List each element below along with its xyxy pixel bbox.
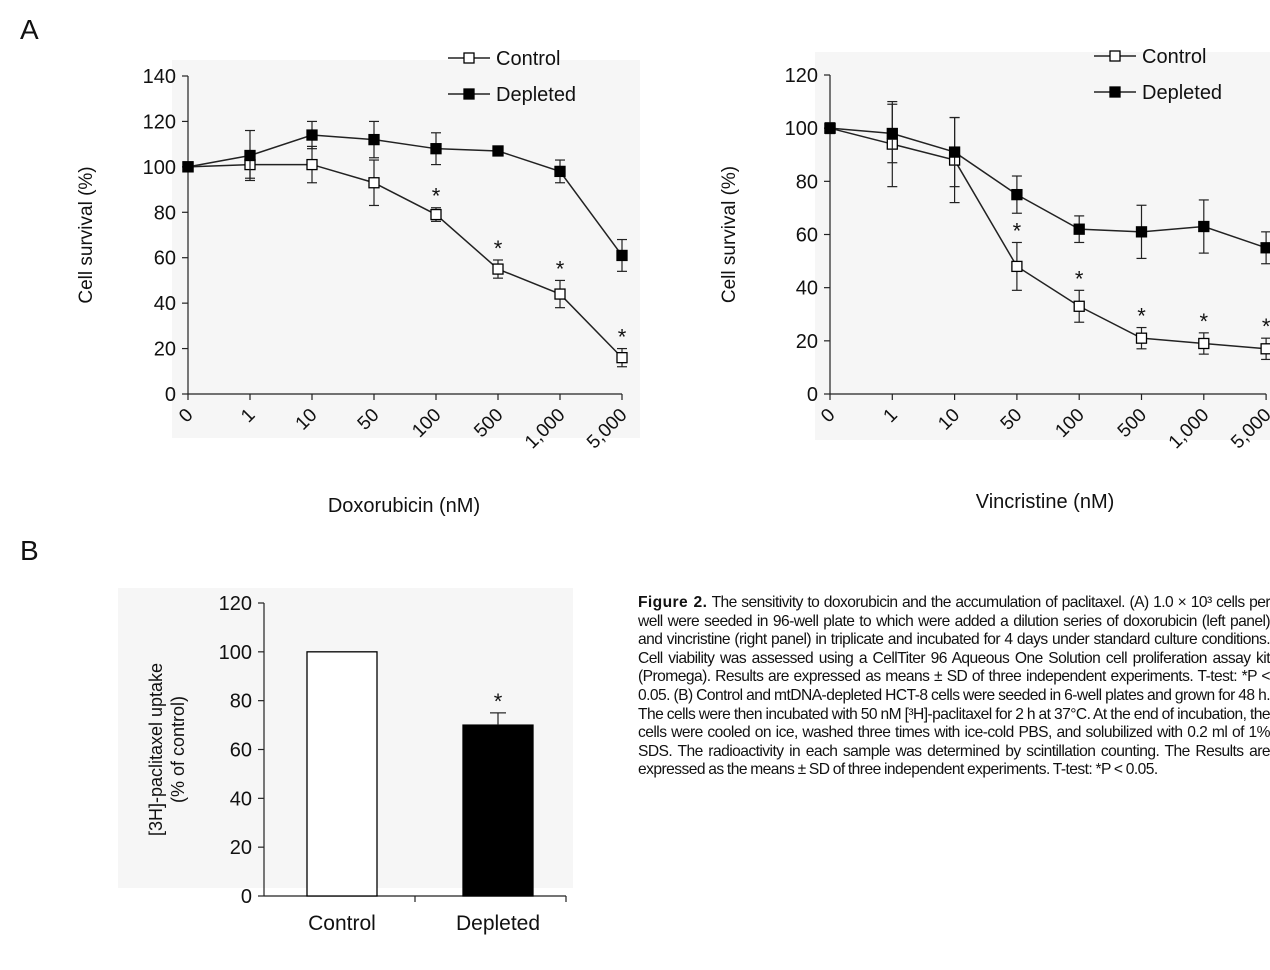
data-point-depleted	[492, 145, 504, 157]
y-tick-label: 80	[796, 171, 818, 193]
data-point-depleted	[886, 127, 898, 140]
y-tick-label: 40	[230, 788, 252, 810]
panel-label-b: B	[20, 535, 39, 566]
y-tick-label: 0	[241, 886, 252, 908]
data-point-depleted	[616, 249, 628, 262]
y-axis-label: Cell survival (%)	[719, 166, 740, 303]
legend-label-control: Control	[496, 48, 560, 70]
y-tick-label: 120	[219, 593, 252, 615]
legend-marker-depleted	[463, 88, 475, 100]
data-point-control	[368, 177, 380, 189]
y-tick-label: 20	[796, 331, 818, 353]
significance-star: *	[494, 689, 503, 714]
y-tick-label: 20	[154, 339, 176, 361]
data-point-control	[430, 208, 442, 221]
y-tick-label: 40	[796, 278, 818, 300]
legend-label-depleted: Depleted	[1142, 82, 1222, 104]
data-point-depleted	[182, 161, 194, 173]
data-point-control	[492, 263, 504, 275]
series-line-depleted	[187, 134, 623, 256]
data-point-depleted	[430, 143, 442, 155]
y-tick-label: 100	[219, 642, 252, 664]
y-tick-label: 120	[143, 111, 176, 133]
data-point-control	[616, 352, 628, 364]
data-point-depleted	[306, 129, 318, 141]
data-point-control	[1073, 300, 1085, 312]
data-point-depleted	[824, 122, 836, 134]
legend-label-control: Control	[1142, 46, 1206, 68]
y-tick-label: 140	[143, 66, 176, 88]
significance-star: *	[1013, 218, 1022, 243]
y-tick-label: 60	[154, 248, 176, 270]
data-point-depleted	[1260, 242, 1270, 254]
data-point-depleted	[1011, 188, 1023, 201]
significance-star: *	[432, 184, 441, 209]
significance-star: *	[1075, 266, 1084, 291]
caption-label: Figure 2.	[638, 594, 708, 611]
x-category-label: Depleted	[456, 912, 540, 935]
series-line-depleted	[829, 127, 1267, 249]
data-point-depleted	[1135, 226, 1148, 238]
panel-label-a: A	[20, 14, 39, 45]
plot-background-left	[172, 60, 640, 438]
y-axis-label: Cell survival (%)	[76, 166, 97, 303]
y-axis-label: [3H]-paclitaxel uptake	[146, 663, 166, 836]
legend-label-depleted: Depleted	[496, 84, 576, 106]
data-point-depleted	[1073, 223, 1085, 235]
plot-background-right	[815, 52, 1270, 440]
y-tick-label: 80	[230, 691, 252, 713]
x-axis-label: Vincristine (nM)	[976, 491, 1115, 513]
x-category-label: Control	[308, 912, 376, 935]
significance-star: *	[618, 325, 627, 350]
significance-star: *	[1137, 304, 1146, 329]
bar-control	[306, 651, 378, 897]
significance-star: *	[556, 256, 565, 281]
data-point-depleted	[948, 146, 961, 158]
significance-star: *	[494, 236, 503, 261]
data-point-depleted	[368, 133, 380, 146]
data-point-depleted	[244, 149, 256, 162]
y-tick-label: 0	[165, 384, 176, 406]
y-tick-label: 40	[154, 293, 176, 315]
y-tick-label: 60	[230, 740, 252, 762]
x-axis-label: Doxorubicin (nM)	[328, 495, 480, 517]
y-tick-label: 120	[785, 65, 818, 87]
paclitaxel-uptake-chart: 0 20 40 60 80 100 120 Control Depleted * [3H]-pacl…	[146, 593, 567, 935]
data-point-control	[306, 158, 318, 171]
y-tick-label: 80	[154, 202, 176, 224]
series-line-control	[187, 163, 623, 359]
data-point-control	[1011, 260, 1023, 273]
series-line-control	[829, 127, 1267, 350]
legend-marker-control	[463, 52, 475, 64]
legend-marker-depleted	[1109, 86, 1121, 98]
significance-star: *	[1262, 314, 1270, 339]
legend-marker-control	[1109, 50, 1121, 62]
caption-text: The sensitivity to doxorubicin and the a…	[638, 594, 1270, 779]
figure-caption: Figure 2. The sensitivity to doxorubicin…	[638, 594, 1270, 780]
y-tick-label: 20	[230, 837, 252, 859]
y-tick-label: 100	[785, 118, 818, 140]
data-point-control	[1260, 343, 1270, 355]
data-point-control	[1198, 337, 1210, 350]
data-point-control	[554, 288, 566, 300]
bar-depleted	[462, 724, 534, 897]
y-tick-label: 100	[143, 157, 176, 179]
significance-star: *	[1200, 309, 1209, 334]
y-tick-label: 60	[796, 225, 818, 247]
y-tick-label: 0	[807, 384, 818, 406]
data-point-control	[1135, 332, 1148, 344]
data-point-depleted	[1198, 220, 1210, 233]
data-point-depleted	[554, 165, 566, 178]
y-axis-label-units: (% of control)	[168, 696, 188, 803]
